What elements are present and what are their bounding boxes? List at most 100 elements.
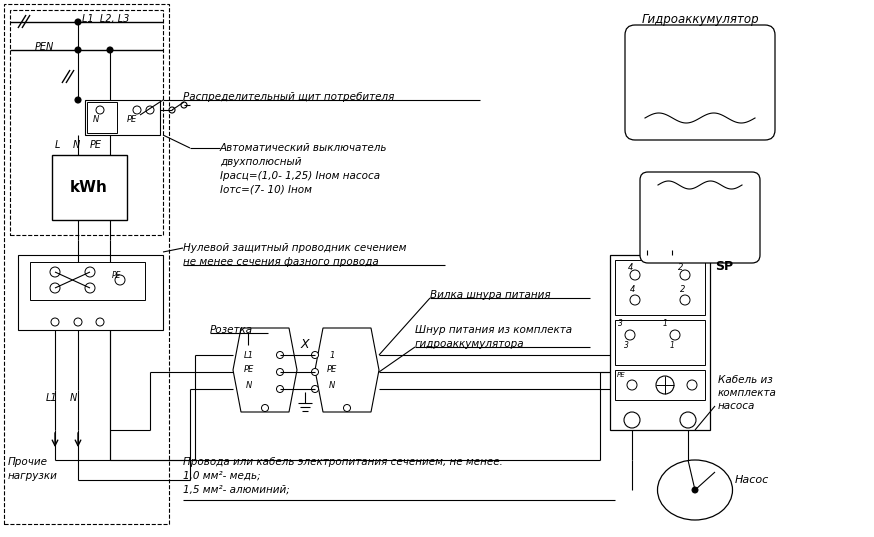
Text: нагрузки: нагрузки [8, 471, 58, 481]
Circle shape [261, 404, 268, 411]
Circle shape [630, 270, 640, 280]
Circle shape [107, 47, 113, 53]
Bar [615, 370, 705, 400]
Circle shape [181, 102, 187, 108]
Bar [85, 100, 160, 135]
Circle shape [670, 330, 680, 340]
Text: Iотс=(7- 10) Iном: Iотс=(7- 10) Iном [220, 185, 312, 195]
Text: 3: 3 [624, 340, 629, 350]
Bar [615, 320, 705, 365]
Circle shape [96, 318, 104, 326]
Text: комплекта: комплекта [718, 388, 777, 398]
FancyBboxPatch shape [640, 172, 760, 263]
Circle shape [115, 275, 125, 285]
Bar [30, 262, 145, 300]
Circle shape [85, 283, 95, 293]
Circle shape [75, 47, 81, 53]
Text: kWh: kWh [70, 179, 108, 194]
Bar [18, 255, 163, 330]
Circle shape [146, 106, 154, 114]
Text: N: N [329, 381, 335, 389]
Circle shape [276, 352, 283, 359]
Text: Шнур питания из комплекта: Шнур питания из комплекта [415, 325, 572, 335]
Text: PE: PE [127, 114, 137, 124]
Text: 1: 1 [670, 340, 675, 350]
Circle shape [687, 380, 697, 390]
Polygon shape [315, 328, 379, 412]
Text: 3: 3 [618, 318, 623, 328]
Circle shape [343, 404, 350, 411]
Text: 4: 4 [630, 286, 635, 294]
Circle shape [311, 352, 318, 359]
Text: N: N [70, 393, 77, 403]
Text: Распределительный щит потребителя: Распределительный щит потребителя [183, 92, 394, 102]
Circle shape [85, 267, 95, 277]
Text: насоса: насоса [718, 401, 755, 411]
Text: Прочие: Прочие [8, 457, 48, 467]
Circle shape [627, 380, 637, 390]
Ellipse shape [657, 460, 732, 520]
Text: 4: 4 [628, 263, 634, 272]
Circle shape [656, 376, 674, 394]
Circle shape [50, 267, 60, 277]
Text: Провода или кабель электропитания сечением, не менее:: Провода или кабель электропитания сечени… [183, 457, 503, 467]
Circle shape [74, 318, 82, 326]
Text: PE: PE [244, 366, 254, 374]
Text: N: N [93, 114, 100, 124]
Circle shape [311, 386, 318, 393]
Circle shape [311, 368, 318, 375]
FancyBboxPatch shape [625, 25, 775, 140]
Text: 1: 1 [329, 351, 335, 359]
Circle shape [630, 295, 640, 305]
Bar [610, 255, 710, 430]
Text: 2: 2 [678, 263, 683, 272]
Text: Вилка шнура питания: Вилка шнура питания [430, 290, 551, 300]
Text: L: L [55, 140, 60, 150]
Text: PE: PE [617, 372, 626, 378]
Text: Гидроаккумулятор: Гидроаккумулятор [642, 13, 759, 26]
Circle shape [51, 318, 59, 326]
Circle shape [50, 283, 60, 293]
Circle shape [75, 97, 81, 103]
Text: 1,5 мм²- алюминий;: 1,5 мм²- алюминий; [183, 485, 290, 495]
Text: гидроаккумулятора: гидроаккумулятора [415, 339, 524, 349]
Circle shape [680, 270, 690, 280]
Text: PEN: PEN [35, 42, 54, 52]
Circle shape [625, 330, 635, 340]
Text: 2: 2 [680, 286, 685, 294]
Text: N: N [73, 140, 80, 150]
Text: L1: L1 [46, 393, 58, 403]
Text: PE: PE [90, 140, 102, 150]
Text: не менее сечения фазного провода: не менее сечения фазного провода [183, 257, 378, 267]
Circle shape [75, 19, 81, 25]
Circle shape [96, 106, 104, 114]
Text: Насос: Насос [735, 475, 769, 485]
Text: Автоматический выключатель: Автоматический выключатель [220, 143, 387, 153]
Bar [10, 10, 163, 235]
Circle shape [680, 412, 696, 428]
Text: Iрасц=(1,0- 1,25) Iном насоса: Iрасц=(1,0- 1,25) Iном насоса [220, 171, 380, 181]
Circle shape [276, 386, 283, 393]
Text: двухполюсный: двухполюсный [220, 157, 302, 167]
Text: SP: SP [715, 260, 733, 273]
Text: PE: PE [112, 271, 121, 279]
Bar [4, 4, 169, 524]
Text: Нулевой защитный проводник сечением: Нулевой защитный проводник сечением [183, 243, 406, 253]
Bar [52, 155, 127, 220]
Circle shape [692, 487, 698, 493]
Circle shape [169, 107, 175, 113]
Text: Кабель из: Кабель из [718, 375, 773, 385]
Text: N: N [246, 381, 252, 389]
Text: X: X [301, 338, 309, 352]
Polygon shape [233, 328, 297, 412]
Circle shape [276, 368, 283, 375]
Bar [615, 260, 705, 315]
Circle shape [133, 106, 141, 114]
Circle shape [624, 412, 640, 428]
Text: L1  L2, L3: L1 L2, L3 [82, 14, 129, 24]
Text: PE: PE [327, 366, 337, 374]
Circle shape [680, 295, 690, 305]
Bar [87, 102, 117, 133]
Text: L1: L1 [244, 351, 254, 359]
Text: Розетка: Розетка [210, 325, 253, 335]
